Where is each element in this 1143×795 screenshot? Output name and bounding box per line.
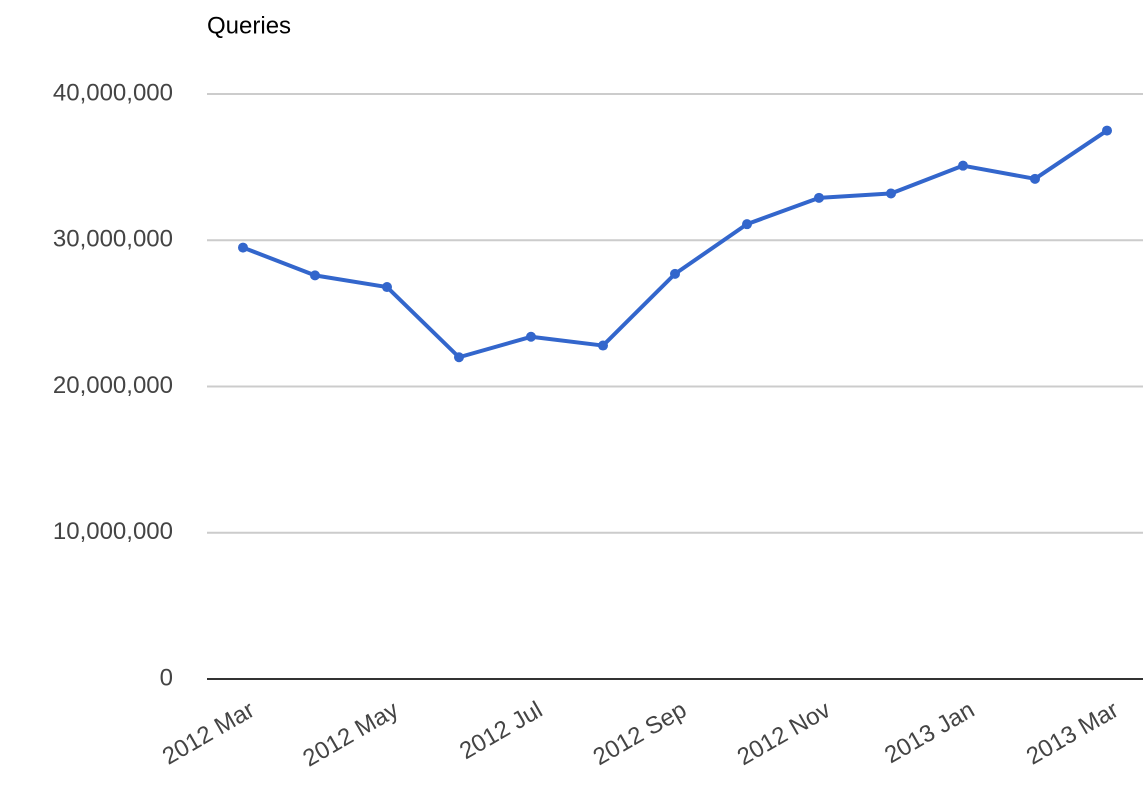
x-tick-label: 2012 May [298,696,403,772]
x-tick-label: 2012 Mar [158,696,259,770]
point [742,219,752,230]
point [670,268,680,279]
point [310,270,320,281]
point [382,282,392,293]
x-tick-label: 2013 Mar [1022,696,1123,770]
point [526,331,536,342]
point [454,352,464,363]
x-tick-label: 2012 Jul [455,696,547,765]
y-tick-label: 0 [160,664,173,691]
x-tick-label: 2012 Nov [733,696,835,771]
point [598,340,608,351]
point [1102,125,1112,136]
y-tick-label: 40,000,000 [53,79,173,106]
point [958,160,968,171]
point [886,188,896,199]
chart-title: Queries [207,12,291,39]
point [1030,173,1040,184]
y-tick-label: 20,000,000 [53,372,173,399]
y-tick-label: 10,000,000 [53,518,173,545]
point [238,242,248,253]
x-tick-label: 2013 Jan [880,696,979,769]
y-tick-label: 30,000,000 [53,226,173,253]
line [242,128,1109,360]
x-tick-label: 2012 Sep [589,696,691,771]
point [814,192,824,203]
